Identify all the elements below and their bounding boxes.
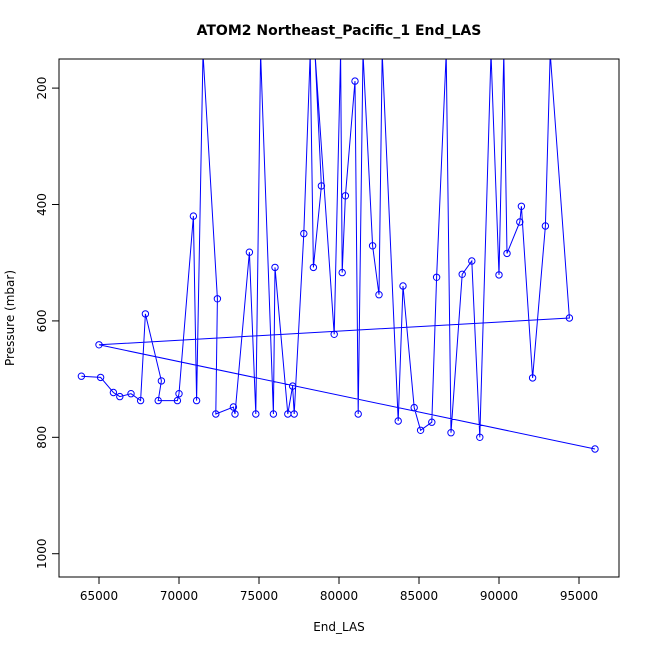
data-point: [516, 218, 524, 226]
data-point: [330, 330, 338, 338]
x-axis-label: End_LAS: [313, 620, 365, 634]
chart-title: ATOM2 Northeast_Pacific_1 End_LAS: [197, 23, 482, 39]
data-point: [432, 273, 441, 281]
data-point: [528, 374, 537, 382]
data-point: [547, 50, 553, 56]
data-point: [416, 426, 425, 434]
data-point: [503, 249, 511, 258]
data-point: [252, 410, 260, 418]
series-layer: [77, 50, 599, 453]
data-point: [300, 229, 308, 238]
x-tick-label: 85000: [400, 589, 438, 603]
data-point: [317, 182, 326, 190]
data-point: [271, 263, 279, 272]
data-point: [200, 50, 206, 56]
data-point: [354, 410, 362, 418]
y-tick-label: 400: [35, 193, 49, 216]
data-point: [410, 403, 418, 412]
data-point: [229, 403, 238, 411]
data-point: [173, 396, 182, 405]
x-tick-label: 95000: [560, 589, 598, 603]
series-line: [81, 59, 596, 450]
data-point: [337, 50, 343, 56]
y-tick-label: 800: [35, 426, 49, 449]
data-point: [338, 268, 346, 277]
data-point: [175, 390, 183, 398]
y-tick-label: 1000: [35, 538, 49, 569]
data-point: [309, 263, 318, 272]
data-point: [307, 50, 313, 56]
data-point: [77, 372, 86, 380]
data-point: [341, 192, 350, 200]
data-point: [95, 341, 103, 349]
data-point: [495, 271, 503, 279]
data-point: [290, 410, 298, 418]
data-point: [368, 242, 377, 250]
data-point: [312, 50, 318, 56]
data-point: [443, 50, 449, 56]
data-point: [351, 77, 359, 85]
data-point: [231, 410, 239, 418]
y-tick-label: 600: [35, 309, 49, 332]
y-tick-label: 200: [35, 77, 49, 100]
data-point: [565, 314, 574, 322]
data-point: [394, 417, 402, 425]
data-point: [154, 396, 162, 405]
data-point: [136, 396, 145, 405]
data-point: [192, 396, 201, 405]
data-point: [399, 282, 407, 290]
data-point: [476, 433, 484, 441]
data-point: [488, 50, 494, 56]
data-point: [288, 382, 297, 390]
data-point: [213, 295, 222, 303]
data-point: [360, 50, 366, 56]
data-point: [96, 373, 105, 382]
data-point: [379, 50, 385, 56]
data-point: [245, 248, 254, 256]
data-point: [127, 390, 135, 398]
data-point: [517, 202, 526, 211]
data-point: [212, 410, 220, 418]
data-point: [141, 310, 150, 318]
data-point: [501, 50, 507, 56]
x-tick-label: 65000: [80, 589, 118, 603]
axes-layer: 65000 70000 75000 80000 85000 90000 95000 200 40…: [35, 58, 620, 603]
data-point: [269, 410, 278, 418]
x-tick-label: 70000: [160, 589, 198, 603]
data-point: [189, 212, 198, 220]
data-point: [109, 388, 118, 397]
data-point: [157, 377, 166, 385]
x-tick-label: 80000: [320, 589, 358, 603]
x-tick-label: 90000: [480, 589, 518, 603]
data-point: [116, 392, 124, 401]
data-point: [257, 50, 263, 56]
data-point: [591, 445, 599, 453]
x-tick-label: 75000: [240, 589, 278, 603]
data-point: [428, 418, 436, 426]
data-point: [541, 222, 550, 230]
data-point: [458, 270, 466, 278]
data-point: [468, 257, 476, 265]
data-point: [375, 291, 383, 299]
data-point: [447, 429, 455, 437]
y-axis-label: Pressure (mbar): [3, 270, 17, 366]
